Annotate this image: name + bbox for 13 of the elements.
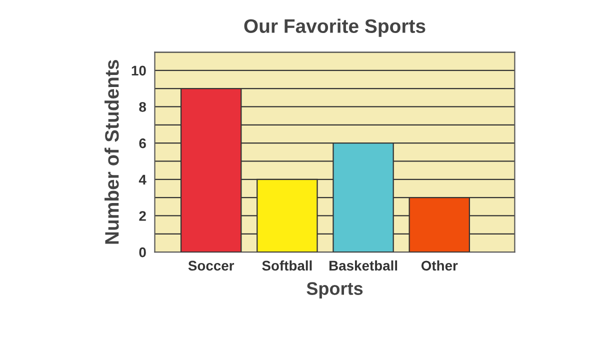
x-tick-label: Softball <box>262 260 312 271</box>
x-tick-label: Other <box>421 260 458 271</box>
chart-title: Our Favorite Sports <box>244 18 426 37</box>
y-axis-title: Number of Students <box>104 60 119 244</box>
x-tick-label: Basketball <box>329 260 398 271</box>
y-tick-label: 8 <box>139 102 146 112</box>
y-tick-label: 6 <box>139 138 146 148</box>
y-tick-label: 4 <box>138 174 146 184</box>
y-tick-label: 2 <box>139 211 146 221</box>
x-axis-title: Sports <box>306 282 363 299</box>
y-tick-label: 0 <box>139 247 146 258</box>
x-tick-label: Soccer <box>188 260 234 271</box>
y-tick-label: 10 <box>132 66 146 76</box>
